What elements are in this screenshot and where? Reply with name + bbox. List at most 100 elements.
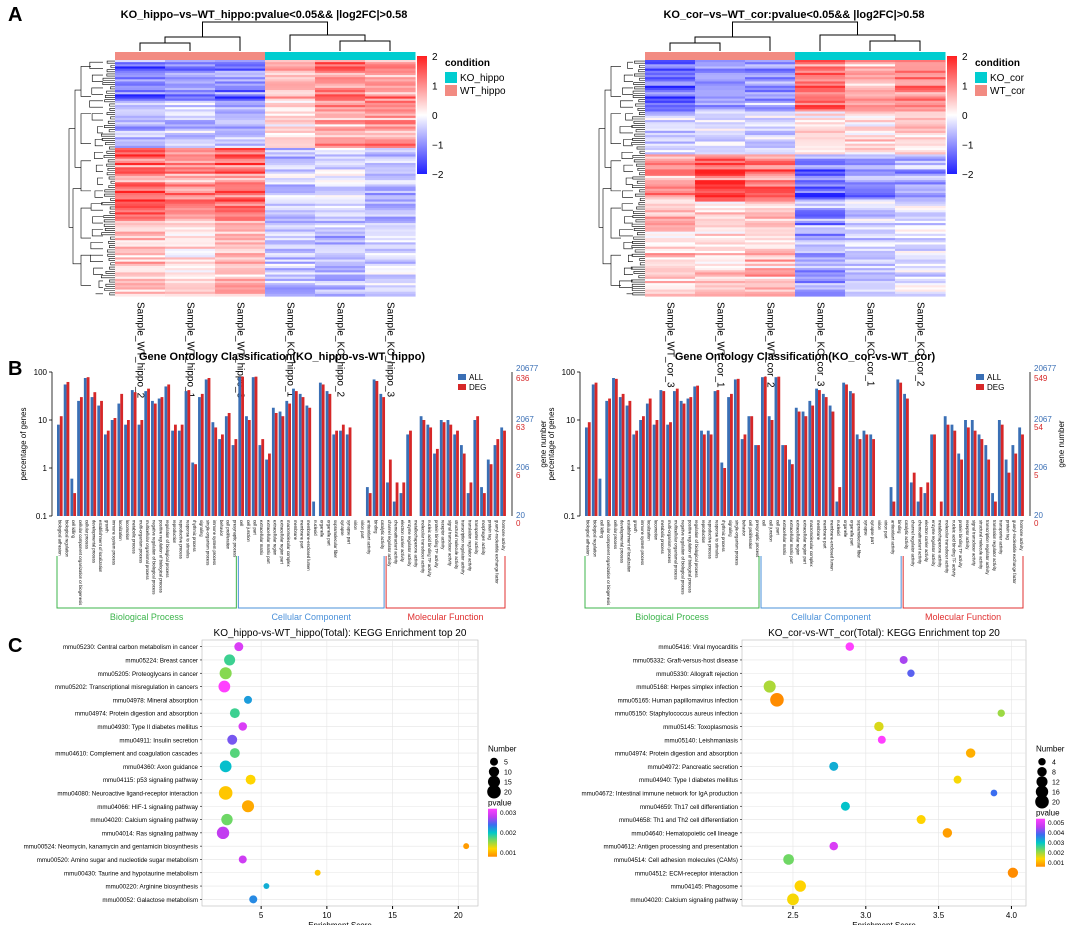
bar-deg bbox=[757, 445, 760, 516]
bar-deg bbox=[594, 382, 598, 516]
heatmap-cell bbox=[365, 287, 416, 291]
term-label: mmu05230: Central carbon metabolism in c… bbox=[63, 644, 198, 651]
heatmap-cell bbox=[215, 291, 266, 295]
size-legend-dot bbox=[487, 775, 501, 788]
category-label: metallochaperone activity bbox=[938, 520, 943, 568]
heatmap-cell bbox=[165, 87, 216, 91]
bar-deg bbox=[953, 430, 957, 516]
category-label: catalytic activity bbox=[380, 520, 385, 550]
category-label: synapse bbox=[340, 520, 345, 536]
bar-deg bbox=[395, 482, 399, 516]
heatmap-cell bbox=[795, 268, 846, 271]
heatmap-cell bbox=[315, 90, 366, 93]
category-label: binding bbox=[373, 520, 378, 534]
heatmap-cell bbox=[895, 90, 946, 93]
heatmap-cell bbox=[695, 272, 746, 276]
heatmap-cell bbox=[265, 105, 316, 108]
x-tick-label: 2.5 bbox=[787, 911, 799, 920]
heatmap-cell bbox=[645, 276, 696, 280]
heatmap-cell bbox=[265, 199, 316, 203]
category-label: biological regulation bbox=[64, 520, 69, 558]
row-branch bbox=[109, 245, 115, 249]
heatmap-cell bbox=[365, 250, 416, 254]
heatmap-cell bbox=[795, 115, 846, 119]
heatmap-cell bbox=[845, 184, 896, 188]
heatmap-cell bbox=[165, 68, 216, 72]
heatmap-cell bbox=[215, 216, 266, 220]
heatmap-cell bbox=[315, 100, 366, 104]
heatmap-cell bbox=[845, 195, 896, 198]
heatmap-cell bbox=[745, 141, 796, 145]
heatmap-cell bbox=[265, 229, 316, 233]
bar-all bbox=[466, 493, 470, 516]
sample-label: Sample_WT_hippo_2 bbox=[134, 302, 145, 399]
heatmap-cell bbox=[315, 259, 366, 263]
heatmap-cell bbox=[895, 117, 946, 121]
heatmap-cell bbox=[315, 182, 366, 186]
heatmap-cell bbox=[315, 293, 366, 297]
condition-bar-cell bbox=[845, 52, 896, 60]
heatmap-cell bbox=[845, 94, 896, 98]
heatmap-cell bbox=[845, 280, 896, 284]
row-branch bbox=[107, 168, 115, 171]
heatmap-cell bbox=[845, 242, 896, 246]
heatmap-cell bbox=[645, 274, 696, 278]
dendro-branch bbox=[339, 40, 391, 51]
heatmap-cell bbox=[895, 289, 946, 293]
row-branch bbox=[107, 253, 115, 257]
condition-bar-cell bbox=[315, 52, 366, 60]
row-branch bbox=[631, 253, 645, 257]
heatmap-cell bbox=[895, 278, 946, 282]
heatmap-cell bbox=[315, 285, 366, 289]
heatmap-cell bbox=[215, 171, 266, 175]
heatmap-cell bbox=[795, 70, 846, 74]
heatmap-cell bbox=[215, 150, 266, 153]
bar-deg bbox=[227, 412, 231, 516]
heatmap-cell bbox=[365, 201, 416, 205]
heatmap-cell bbox=[315, 156, 366, 160]
heatmap-cell bbox=[165, 242, 216, 246]
heatmap-cell bbox=[215, 182, 266, 186]
heatmap-cell bbox=[265, 265, 316, 269]
heatmap-cell bbox=[645, 79, 696, 83]
heatmap-cell bbox=[215, 276, 266, 280]
heatmap-cell bbox=[315, 253, 366, 256]
heatmap-cell bbox=[265, 162, 316, 166]
heatmap-cell bbox=[365, 113, 416, 117]
bar-deg bbox=[368, 493, 372, 516]
heatmap-cell bbox=[795, 255, 846, 258]
heatmap-cell bbox=[365, 270, 416, 273]
bar-deg bbox=[241, 376, 244, 516]
y-tick-label: 1 bbox=[571, 464, 576, 473]
bar-deg bbox=[641, 416, 645, 516]
legend-swatch bbox=[458, 384, 466, 390]
heatmap-cell bbox=[645, 137, 696, 140]
heatmap-cell bbox=[215, 143, 266, 147]
heatmap-cell bbox=[115, 225, 166, 228]
category-label: guanyl-nucleotide exchange factor bbox=[494, 520, 499, 584]
right-tick-all: 206 bbox=[1034, 463, 1048, 472]
heatmap-cell bbox=[265, 180, 316, 183]
row-branch bbox=[638, 202, 645, 206]
heatmap-cell bbox=[365, 272, 416, 276]
heatmap-cell bbox=[265, 246, 316, 250]
heatmap-cell bbox=[795, 182, 846, 186]
category-label: growth bbox=[633, 520, 638, 533]
heatmap-cell bbox=[165, 167, 216, 171]
sample-label: Sample_WT_hippo_3 bbox=[234, 302, 245, 399]
row-branch bbox=[639, 150, 645, 154]
row-branch bbox=[103, 223, 115, 227]
heatmap-cell bbox=[165, 81, 216, 85]
heatmap-cell bbox=[895, 135, 946, 138]
row-branch bbox=[631, 279, 645, 283]
bubble bbox=[238, 722, 248, 731]
heatmap-cell bbox=[695, 154, 746, 158]
row-branch bbox=[638, 99, 645, 103]
bar-all bbox=[204, 379, 208, 516]
group-label: Biological Process bbox=[110, 612, 184, 622]
heatmap-cell bbox=[645, 66, 696, 70]
heatmap-cell bbox=[895, 75, 946, 78]
heatmap-cell bbox=[215, 102, 266, 106]
category-label: signaling bbox=[199, 520, 204, 537]
category-label: molecular transducer activity bbox=[945, 520, 950, 574]
